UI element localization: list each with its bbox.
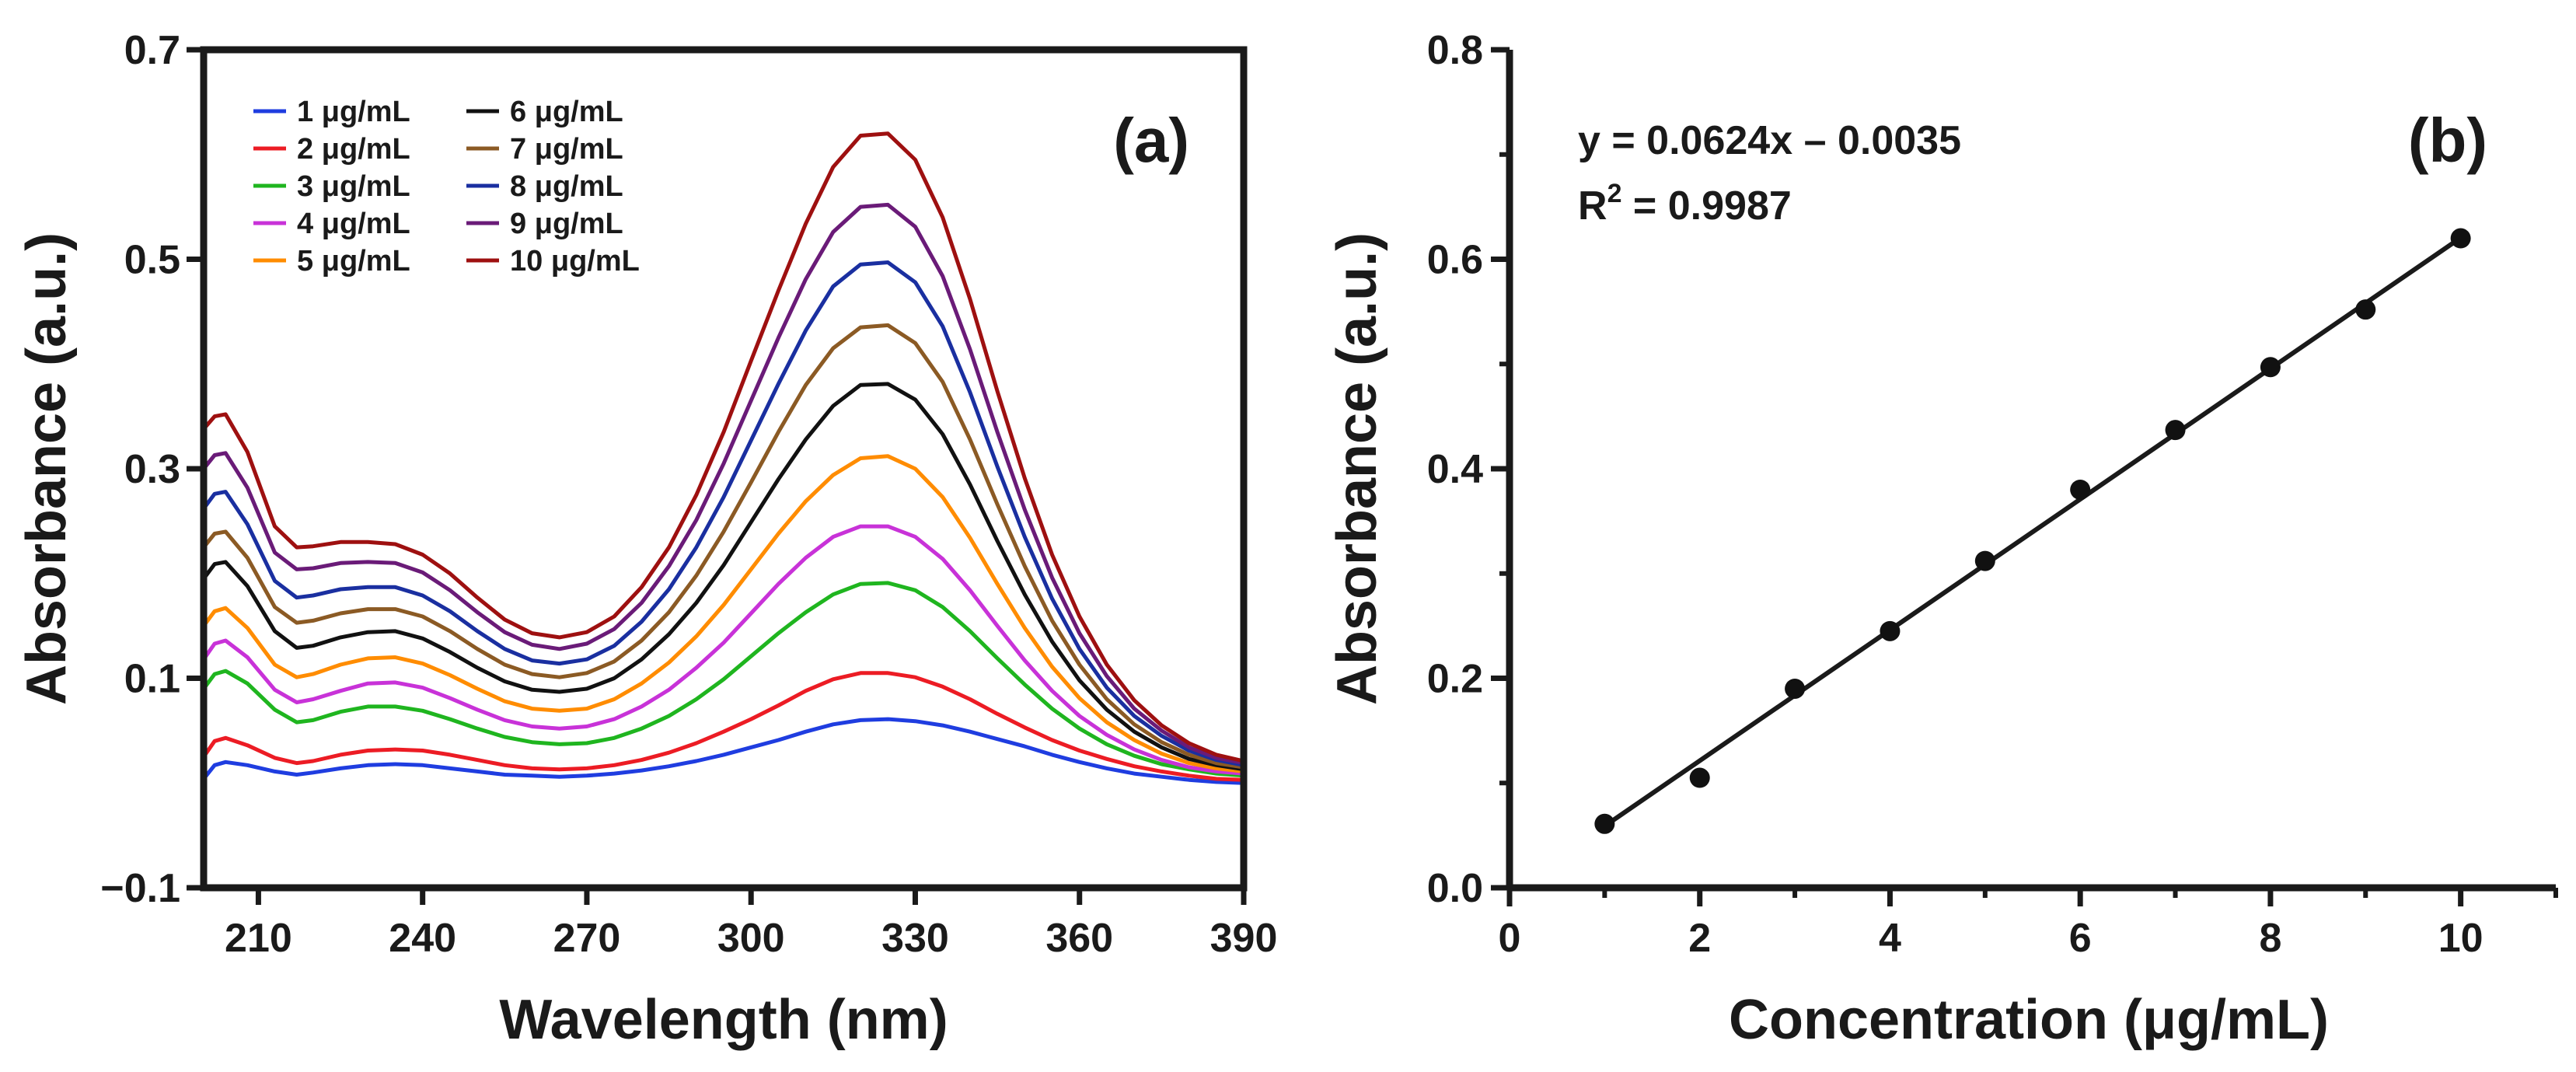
- spectrum-line-2: [201, 671, 1244, 782]
- x-tick-label: 390: [1210, 916, 1278, 961]
- panel-b-axes: [1506, 50, 2556, 892]
- legend-label: 1 μg/mL: [297, 96, 410, 128]
- legend-label: 6 μg/mL: [510, 96, 623, 128]
- panel-b-x-axis-title: Concentration (μg/mL): [1729, 989, 2329, 1051]
- x-tick-label: 300: [717, 916, 785, 961]
- x-tick-label: 2: [1688, 916, 1711, 961]
- r-squared: R2 = 0.9987: [1578, 179, 1792, 229]
- data-point: [1974, 550, 1995, 571]
- x-tick-label: 360: [1045, 916, 1113, 961]
- spectrum-line-7: [202, 323, 1244, 770]
- panel-a-y-axis-title: Absorbance (a.u.): [16, 232, 78, 705]
- x-tick-label: 330: [881, 916, 949, 961]
- panel-b-points: [1594, 228, 2471, 834]
- panel-a-x-ticks: 210 240 270 300 330 360 390: [225, 888, 1277, 961]
- spectrum-line-4: [201, 524, 1244, 776]
- y-tick-label: 0.7: [124, 28, 180, 73]
- spectrum-line-9: [202, 202, 1244, 766]
- r-squared-superscript: 2: [1607, 179, 1622, 208]
- spectrum-line-6: [201, 382, 1244, 772]
- y-tick-label: 0.5: [124, 238, 180, 283]
- panel-b-fit-group: [1603, 236, 2463, 829]
- panel-a-x-axis-title: Wavelength (nm): [499, 989, 948, 1051]
- panel-b-y-axis-title: Absorbance (a.u.): [1326, 232, 1388, 705]
- legend-label: 9 μg/mL: [510, 208, 623, 240]
- panel-a-label: (a): [1113, 106, 1189, 175]
- y-tick-label: 0.4: [1427, 447, 1483, 492]
- data-point: [2070, 479, 2091, 500]
- legend-label: 10 μg/mL: [510, 245, 640, 278]
- data-point: [1880, 620, 1901, 641]
- x-tick-label: 240: [389, 916, 456, 961]
- data-point: [2260, 357, 2281, 378]
- y-tick-label: 0.0: [1427, 866, 1483, 911]
- spectrum-line-8: [201, 260, 1244, 767]
- panel-a-legend: 1 μg/mL 2 μg/mL 3 μg/mL 4 μg/mL 5 μg/mL 6 μg/…: [253, 96, 640, 278]
- legend-label: 8 μg/mL: [510, 170, 623, 203]
- data-point: [2450, 228, 2471, 249]
- x-tick-label: 4: [1879, 916, 1901, 961]
- r-squared-symbol: R: [1578, 183, 1607, 229]
- y-tick-label: −0.1: [100, 866, 180, 911]
- y-tick-label: 0.1: [124, 657, 180, 702]
- legend-label: 4 μg/mL: [297, 208, 410, 240]
- spectrum-line-1: [202, 717, 1244, 785]
- fit-equation: y = 0.0624x – 0.0035: [1578, 118, 1961, 163]
- y-tick-label: 0.8: [1427, 28, 1483, 73]
- panel-b-y-ticks: 0.0 0.2 0.4 0.6 0.8: [1427, 28, 1510, 911]
- y-tick-label: 0.3: [124, 447, 180, 492]
- data-point: [1785, 678, 1806, 699]
- y-tick-label: 0.6: [1427, 238, 1483, 283]
- y-tick-label: 0.2: [1427, 657, 1483, 702]
- legend-label: 5 μg/mL: [297, 245, 410, 278]
- r-squared-value: = 0.9987: [1621, 183, 1791, 229]
- data-point: [1689, 767, 1710, 788]
- x-tick-label: 8: [2259, 916, 2281, 961]
- spectrum-line-5: [202, 454, 1244, 773]
- panel-b-x-ticks: 0 2 4 6 8 10: [1499, 888, 2558, 961]
- spectrum-line-10: [202, 131, 1244, 763]
- legend-label: 2 μg/mL: [297, 133, 410, 166]
- x-tick-label: 10: [2438, 916, 2484, 961]
- x-tick-label: 210: [225, 916, 292, 961]
- x-tick-label: 270: [553, 916, 621, 961]
- fit-line: [1603, 236, 2463, 829]
- panel-a-y-ticks: −0.1 0.1 0.3 0.5 0.7: [100, 28, 204, 911]
- panel-b-calibration: 0 2 4 6 8 10 0.0 0.2 0.4 0.6 0.8 Concentration (μ…: [1326, 28, 2558, 1051]
- spectra-series-group: [201, 131, 1244, 785]
- data-point: [1594, 813, 1615, 834]
- x-tick-label: 6: [2069, 916, 2092, 961]
- panel-b-label: (b): [2408, 106, 2487, 175]
- x-tick-label: 0: [1499, 916, 1521, 961]
- legend-label: 7 μg/mL: [510, 133, 623, 166]
- panel-a-spectra: 210 240 270 300 330 360 390 −0.1 0.1 0.3 0.5 0.7 W…: [16, 28, 1277, 1051]
- legend-label: 3 μg/mL: [297, 170, 410, 203]
- data-point: [2165, 420, 2186, 441]
- spectrum-line-3: [201, 581, 1244, 778]
- data-point: [2355, 299, 2376, 320]
